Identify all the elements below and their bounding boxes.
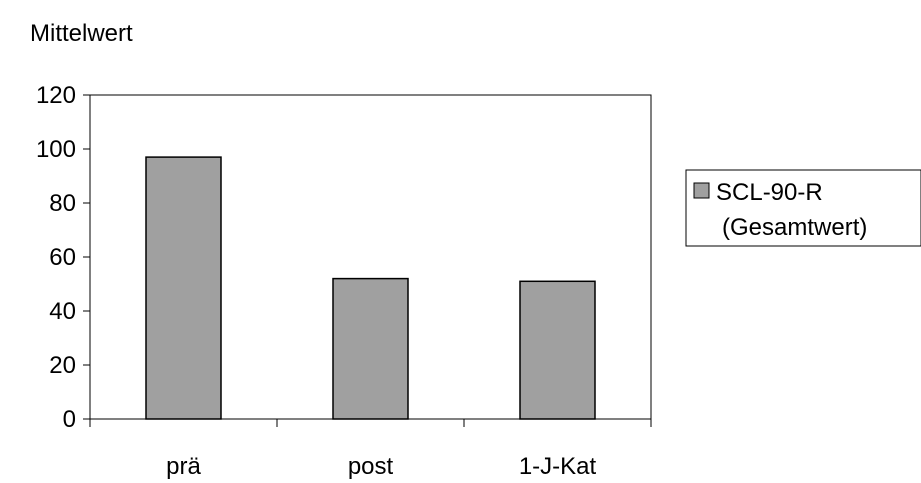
y-tick-label: 120 — [36, 82, 76, 109]
y-tick-label: 40 — [49, 298, 76, 325]
x-tick-label: post — [348, 453, 394, 480]
x-axis: prä post 1-J-Kat — [89, 419, 652, 480]
y-tick-label: 100 — [36, 136, 76, 163]
x-tick-label: prä — [166, 453, 201, 480]
bar-post — [332, 277, 409, 420]
legend-box — [685, 169, 921, 247]
x-tick-label: 1-J-Kat — [519, 453, 597, 480]
legend: SCL-90-R (Gesamtwert) — [685, 169, 921, 247]
legend-label-line-1: SCL-90-R — [716, 179, 823, 206]
y-tick-label: 60 — [49, 244, 76, 271]
bar-1-J-Kat — [519, 280, 596, 420]
y-axis: 0 20 40 60 80 100 120 — [36, 82, 90, 433]
y-tick-label: 0 — [63, 406, 76, 433]
bar-series — [145, 156, 596, 420]
legend-label-line-2: (Gesamtwert) — [722, 214, 867, 241]
y-axis-title: Mittelwert — [30, 20, 133, 47]
legend-swatch — [693, 182, 710, 199]
y-tick-label: 20 — [49, 352, 76, 379]
bar-prä — [145, 156, 222, 420]
y-tick-label: 80 — [49, 190, 76, 217]
